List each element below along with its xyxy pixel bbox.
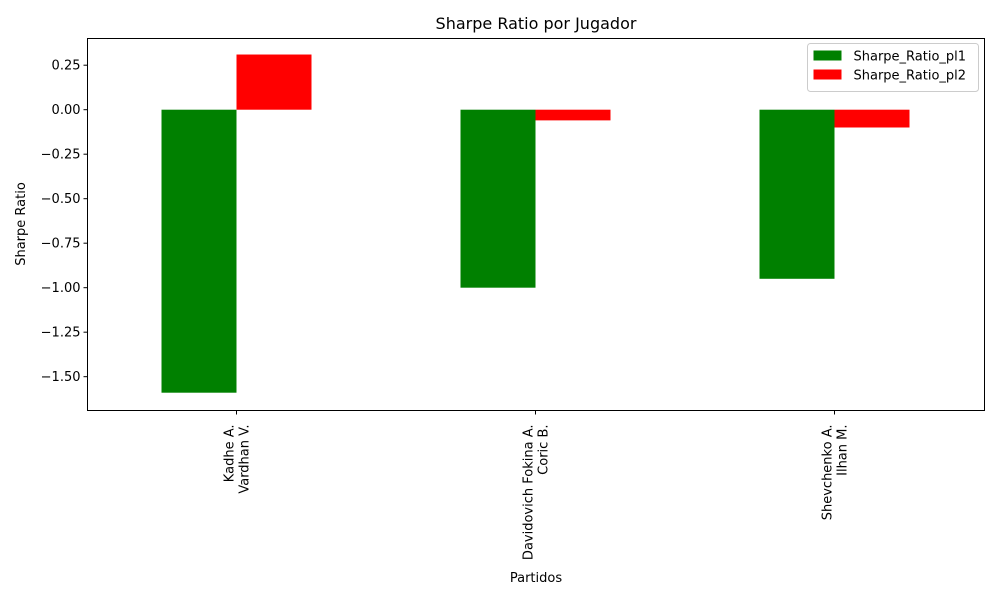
x-tick-label-line: Kadhe A. — [223, 425, 238, 483]
bar-Sharpe_Ratio_pl1-1 — [460, 109, 536, 288]
x-tick-label-line: Coric B. — [537, 425, 552, 475]
y-tick-label: 0.00 — [52, 103, 81, 118]
bar-Sharpe_Ratio_pl2-1 — [535, 109, 611, 121]
x-tick-label-line: Vardhan V. — [238, 425, 253, 494]
x-axis-label: Partidos — [510, 571, 562, 586]
y-tick-label: −0.25 — [41, 148, 81, 163]
legend-swatch — [813, 50, 842, 61]
x-tick-label: Davidovich Fokina A. Coric B. — [522, 425, 552, 561]
legend-swatch — [813, 69, 842, 80]
y-tick-label: −1.25 — [41, 326, 81, 341]
bars-layer — [161, 54, 910, 393]
x-tick-label: Kadhe A. Vardhan V. — [223, 425, 253, 494]
y-axis-label: Sharpe Ratio — [14, 182, 29, 266]
legend-label: Sharpe_Ratio_pl1 — [854, 50, 967, 65]
legend-box — [807, 43, 979, 92]
y-tick-label: −0.75 — [41, 237, 81, 252]
bar-Sharpe_Ratio_pl2-0 — [236, 54, 312, 110]
x-axis: Kadhe A. Vardhan V. Davidovich Fokina A. Co… — [223, 410, 851, 561]
x-tick-label-line: Ilhan M. — [836, 425, 851, 476]
y-tick-label: 0.25 — [52, 59, 81, 74]
x-tick-label-line: Davidovich Fokina A. — [522, 425, 537, 561]
y-tick-label: −1.00 — [41, 281, 81, 296]
bar-Sharpe_Ratio_pl2-2 — [834, 109, 910, 128]
legend: Sharpe_Ratio_pl1 Sharpe_Ratio_pl2 — [807, 43, 979, 92]
y-tick-label: −1.50 — [41, 370, 81, 385]
bar-Sharpe_Ratio_pl1-2 — [759, 109, 835, 279]
chart-title: Sharpe Ratio por Jugador — [436, 14, 637, 33]
y-axis: 0.25 0.00 −0.25 −0.50 −0.75 −1.00 −1.25 −1.50 — [41, 59, 88, 385]
bar-Sharpe_Ratio_pl1-0 — [161, 109, 237, 393]
x-tick-label-line: Shevchenko A. — [821, 425, 836, 521]
x-tick-label: Shevchenko A. Ilhan M. — [821, 425, 851, 521]
y-tick-label: −0.50 — [41, 192, 81, 207]
legend-label: Sharpe_Ratio_pl2 — [854, 69, 967, 84]
